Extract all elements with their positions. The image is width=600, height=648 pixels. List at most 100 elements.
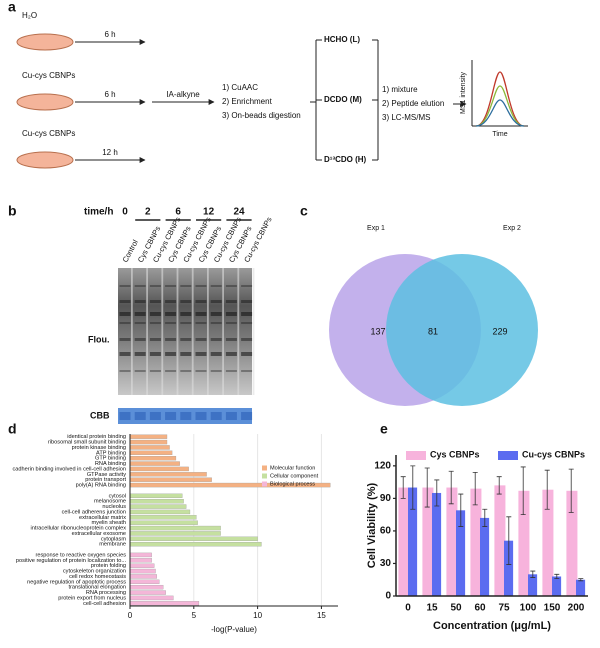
gel-band	[134, 285, 146, 287]
gel-band	[180, 370, 192, 372]
lane-gap	[252, 268, 255, 395]
bar	[129, 584, 164, 590]
x-axis-label: Concentration (μg/mL)	[433, 620, 551, 632]
gel-band	[210, 322, 222, 324]
legend-label: Cys CBNPs	[430, 449, 480, 459]
y-tick-label: myelin sheath	[91, 520, 126, 526]
bar	[129, 579, 160, 585]
gel-band	[180, 285, 192, 287]
gel-band	[241, 285, 253, 287]
legend-swatch	[406, 451, 426, 460]
gel-band	[210, 300, 222, 303]
bar	[398, 487, 410, 596]
error-bar	[458, 493, 464, 527]
lane-gap	[176, 268, 179, 395]
x-tick-label: 0	[128, 611, 133, 620]
dish-label: H₂O	[22, 11, 37, 20]
gel-band	[119, 322, 131, 324]
x-tick-label: 5	[192, 611, 197, 620]
gel-band	[195, 352, 207, 356]
gel-band	[225, 352, 237, 356]
gel-band	[225, 370, 237, 372]
x-tick-label: 15	[426, 603, 438, 614]
bar	[432, 492, 442, 596]
cbb-band	[119, 412, 131, 420]
error-bar	[578, 578, 584, 582]
gel-band	[165, 300, 177, 303]
gel-band	[225, 312, 237, 316]
gel-band	[119, 352, 131, 356]
y-tick-label: cell-cell adherens junction	[62, 509, 126, 515]
isotope-label: HCHO (L)	[324, 35, 360, 44]
bar	[129, 434, 168, 439]
time-value: 12	[203, 207, 215, 218]
bar	[456, 510, 466, 596]
bar	[129, 455, 177, 461]
gel-band	[195, 300, 207, 303]
gel-band	[165, 312, 177, 316]
step: 2) Peptide elution	[382, 99, 444, 108]
gel-band	[195, 285, 207, 287]
gel-band	[180, 312, 192, 316]
gel-band	[225, 285, 237, 287]
gel-band	[149, 322, 161, 324]
y-tick-label: poly(A) RNA binding	[76, 483, 126, 489]
cbb-band	[195, 412, 207, 420]
gel-band	[134, 300, 146, 303]
gel-band	[119, 300, 131, 303]
bar	[129, 498, 184, 504]
dish	[16, 151, 74, 169]
x-tick-label: 75	[498, 603, 510, 614]
gel-band	[241, 312, 253, 316]
bar	[129, 461, 180, 466]
gel-band	[180, 338, 192, 341]
bar	[566, 490, 578, 596]
y-tick-label: cytosol	[109, 493, 126, 499]
y-tick-label: protein export from nucleus	[58, 595, 126, 601]
bar	[129, 590, 166, 595]
y-tick-label: cytoplasm	[101, 536, 127, 542]
gel-band	[149, 338, 161, 341]
lane-gap	[222, 268, 224, 395]
legend-swatch	[498, 451, 518, 460]
isotope-label: DCDO (M)	[324, 95, 362, 104]
x-tick-label: 60	[474, 603, 486, 614]
gel-band	[165, 370, 177, 372]
y-tick-label: negative regulation of apoptotic process	[27, 579, 126, 585]
lane-gap	[161, 268, 164, 395]
set-label: Exp 1	[367, 225, 385, 232]
bar	[129, 445, 170, 450]
time-label: time/h	[84, 207, 113, 218]
gel-band	[149, 300, 161, 303]
error-bar	[506, 516, 512, 565]
dish-label: Cu-cys CBNPs	[22, 71, 75, 80]
panel-label: c	[300, 203, 308, 219]
cbb-band	[149, 412, 161, 420]
time-value: 24	[233, 207, 245, 218]
y-tick-label: ribosomal small subunit binding	[48, 440, 126, 446]
gel-band	[195, 338, 207, 341]
gel-band	[210, 370, 222, 372]
error-bar	[410, 465, 416, 510]
time-label: 6 h	[104, 30, 115, 39]
gel-band	[119, 370, 131, 372]
gel-band	[241, 370, 253, 372]
step: 2) Enrichment	[222, 97, 273, 106]
bar	[480, 517, 490, 596]
gel	[118, 268, 252, 395]
bar	[446, 487, 458, 596]
gel-band	[119, 312, 131, 316]
venn-count: 137	[370, 326, 385, 336]
y-axis-label: Cell Viability (%)	[366, 482, 378, 568]
error-bar	[530, 570, 536, 578]
venn-set	[386, 254, 538, 406]
bar	[129, 563, 155, 568]
bar	[129, 558, 152, 563]
y-tick-label: ATP binding	[96, 450, 126, 456]
bar	[422, 487, 434, 596]
dish	[16, 93, 74, 111]
gel-band	[165, 352, 177, 356]
error-bar	[424, 467, 430, 508]
bar	[518, 490, 530, 596]
panel-label: a	[8, 0, 16, 15]
